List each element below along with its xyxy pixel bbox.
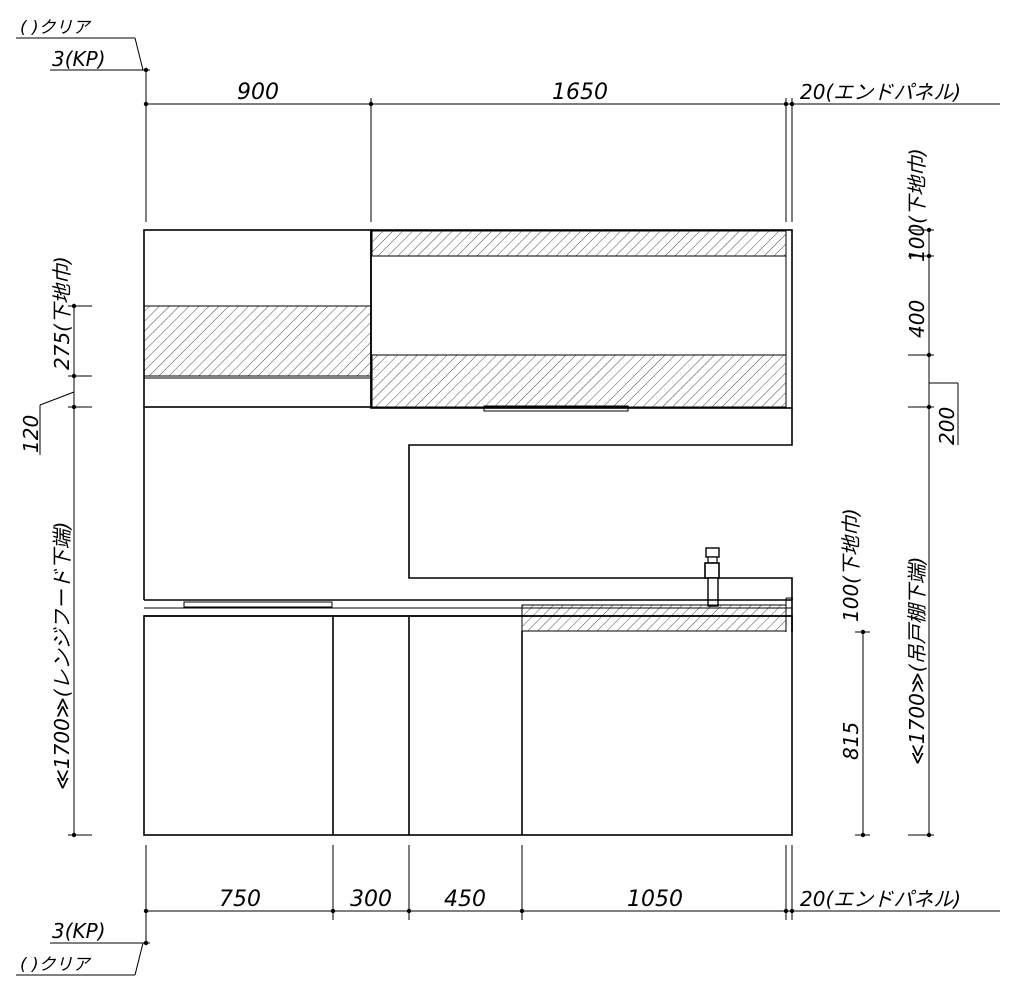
wall-cabinet	[370, 229, 793, 412]
right-wall-cabinet-label: ≪1700≫(吊戸棚下端)	[905, 557, 929, 765]
base-cabinets	[143, 615, 793, 836]
right-shitaji-top-label: 100(下地巾)	[905, 148, 929, 262]
top-end-panel-label: 20(エンドパネル)	[800, 80, 961, 104]
faucet-icon	[704, 547, 720, 607]
bottom-dim-1050: 1050	[627, 887, 683, 912]
range-hood-cabinet	[143, 229, 372, 408]
bottom-dimension-line: 750 300 450 1050 20(エンドパネル)	[143, 845, 1000, 945]
bottom-end-panel-label: 20(エンドパネル)	[800, 887, 961, 911]
left-gap-label: 120	[19, 415, 43, 453]
right-shitaji-counter-label: 100(下地巾)	[839, 508, 863, 622]
top-dim-900: 900	[237, 80, 279, 105]
left-hood-label: ≪1700≫(レンジフード下端)	[50, 522, 74, 790]
bottom-dim-300: 300	[350, 887, 392, 912]
top-kp-label: 3(KP)	[52, 47, 106, 71]
right-cabinet-height-label: 400	[905, 300, 929, 338]
wall-panel-outline	[143, 407, 793, 600]
cooktop	[183, 601, 333, 608]
top-dimension-line: 900 1650 20(エンドパネル)	[143, 70, 1000, 222]
top-dim-1650: 1650	[552, 80, 608, 105]
top-clear-label: ( )クリア	[20, 18, 92, 38]
right-dimension-line: 100(下地巾) 400 200 ≪1700≫(吊戸棚下端) 100(下地巾) …	[839, 148, 959, 838]
right-counter-height-label: 815	[839, 722, 863, 760]
wall-cabinet-light	[483, 405, 629, 412]
bottom-kp-label: 3(KP)	[52, 919, 106, 943]
left-dimension-line: 275(下地巾) 120 ≪1700≫(レンジフード下端)	[19, 256, 92, 838]
right-gap-label: 200	[935, 407, 959, 445]
top-clear-annotation: ( )クリア 3(KP)	[16, 18, 150, 73]
bottom-clear-annotation: 3(KP) ( )クリア	[16, 919, 150, 976]
countertop	[144, 597, 793, 632]
bottom-dim-450: 450	[444, 887, 486, 912]
bottom-dim-750: 750	[219, 887, 261, 912]
bottom-clear-label: ( )クリア	[20, 955, 92, 975]
left-shitaji-label: 275(下地巾)	[50, 256, 74, 370]
